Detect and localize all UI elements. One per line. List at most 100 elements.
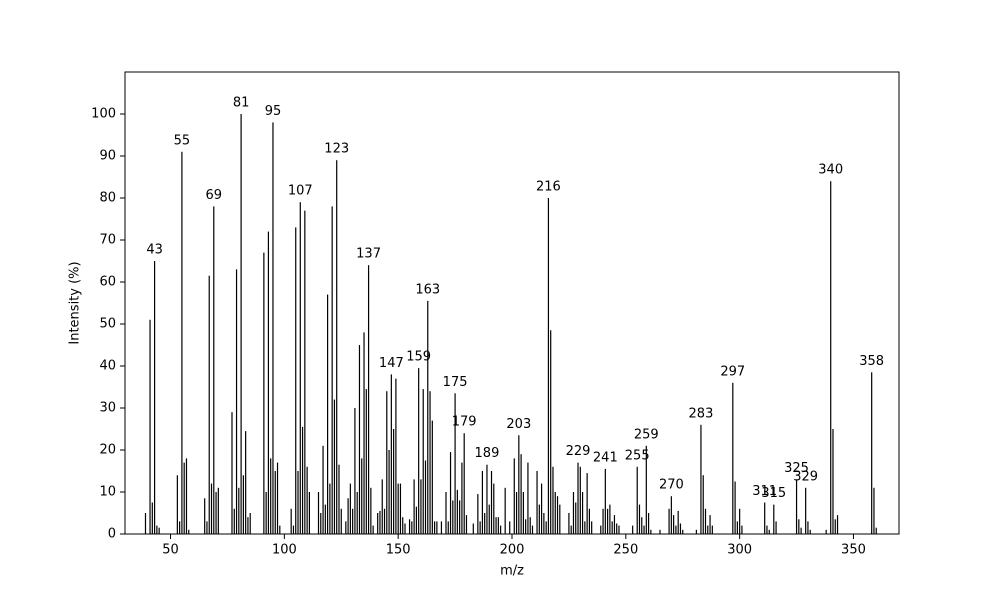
peak (370, 487, 372, 534)
peak (447, 521, 449, 534)
x-axis-label: m/z (500, 564, 524, 579)
peak (393, 429, 395, 534)
y-tick-label: 100 (91, 107, 116, 122)
peak (513, 458, 515, 534)
peak (331, 206, 333, 534)
peak (552, 466, 554, 534)
peak (488, 504, 490, 534)
peak (347, 498, 349, 534)
peak-label: 147 (379, 356, 404, 371)
peak-label: 297 (720, 364, 745, 379)
peak (465, 515, 468, 534)
peak (215, 492, 217, 534)
peak (586, 473, 588, 534)
peak (807, 521, 809, 534)
peak (383, 508, 386, 534)
peak-label: 163 (415, 282, 440, 297)
peak (834, 519, 836, 534)
peak (493, 483, 495, 534)
peak (591, 521, 593, 534)
peak (659, 529, 661, 534)
peak (386, 391, 388, 534)
peak (272, 122, 274, 535)
peak (675, 525, 677, 534)
peak (609, 504, 611, 534)
x-tick-label: 100 (272, 543, 297, 558)
peak (707, 525, 709, 534)
peak (408, 519, 411, 534)
peak (429, 391, 431, 534)
peak (618, 525, 620, 534)
peak (151, 502, 153, 534)
x-tick-label: 350 (841, 543, 866, 558)
peak (650, 529, 652, 534)
peak (349, 483, 351, 534)
peak-label: 159 (406, 350, 431, 365)
plot-frame (124, 71, 900, 535)
peak (472, 523, 474, 534)
peak (356, 492, 358, 534)
peak (570, 525, 572, 534)
peak (327, 294, 329, 534)
peak (402, 517, 404, 534)
peak (377, 513, 379, 534)
peak (411, 521, 413, 534)
peak (156, 525, 158, 534)
y-tick-label: 90 (99, 149, 116, 164)
peak (176, 475, 178, 534)
peak (550, 330, 552, 534)
peak (404, 523, 406, 534)
peak (365, 389, 367, 534)
peak (235, 269, 238, 534)
peak (543, 513, 545, 534)
peak (276, 462, 279, 534)
peak (832, 429, 834, 534)
peak (673, 515, 675, 534)
peak (452, 500, 454, 534)
peak (836, 515, 839, 534)
peak-label: 137 (356, 247, 381, 262)
peak (434, 521, 436, 534)
peak (210, 483, 213, 534)
peak-label: 358 (859, 354, 884, 369)
peak-label: 123 (324, 142, 349, 157)
y-tick-label: 70 (99, 233, 116, 248)
peak (422, 389, 424, 534)
peak (775, 521, 777, 534)
peak (345, 521, 347, 534)
peak (367, 265, 370, 534)
peak-label: 325 (784, 461, 809, 476)
peak (556, 496, 559, 534)
peak (338, 464, 340, 534)
peak-label: 189 (475, 446, 500, 461)
y-tick-label: 60 (99, 275, 116, 290)
peak (734, 481, 736, 534)
peak (509, 521, 511, 534)
peak (871, 372, 873, 534)
peak (440, 521, 443, 534)
peak (238, 487, 240, 534)
peak (504, 487, 506, 534)
peak (179, 521, 181, 534)
peak (477, 494, 479, 534)
peak-label: 216 (536, 180, 561, 195)
peak-label: 241 (593, 450, 618, 465)
peak (670, 496, 672, 534)
peak (454, 393, 456, 534)
peak (668, 508, 670, 534)
peak (559, 504, 561, 534)
peak (363, 332, 365, 534)
peak (579, 466, 581, 534)
y-tick-label: 10 (99, 485, 116, 500)
peak (324, 504, 326, 534)
peak (320, 513, 322, 534)
peak (695, 529, 697, 534)
peak (520, 454, 522, 534)
peak (677, 510, 679, 534)
peak (638, 504, 641, 534)
peak (299, 202, 301, 534)
peak (413, 479, 415, 534)
peak (486, 464, 488, 534)
peak (529, 517, 531, 534)
peak (279, 525, 281, 534)
